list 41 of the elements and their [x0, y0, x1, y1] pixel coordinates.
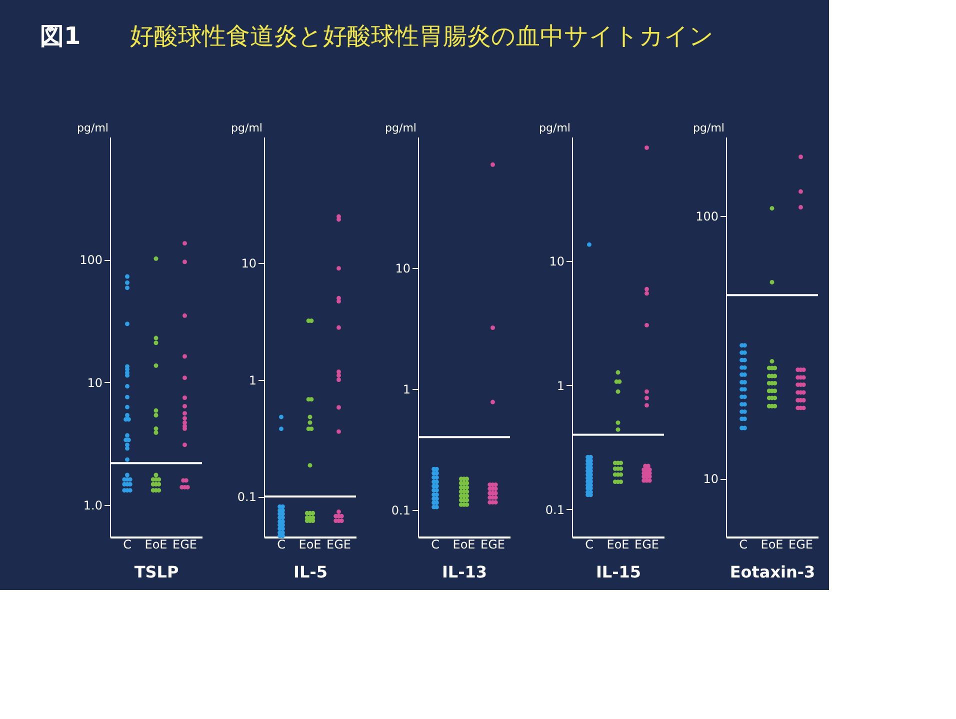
y-tick-label: 10 — [703, 472, 718, 486]
x-axis-title: TSLP — [134, 562, 179, 582]
x-axis-title: IL-5 — [294, 562, 328, 582]
x-tick-label: EGE — [634, 538, 659, 552]
x-tick-label: EoE — [298, 538, 322, 552]
y-tick-label: 10 — [87, 376, 102, 390]
y-tick-label: 0.1 — [237, 490, 256, 504]
y-axis-title: pg/ml — [77, 122, 108, 134]
x-tick-label: EGE — [326, 538, 351, 552]
x-tick-label: EoE — [760, 538, 784, 552]
y-tick-label: 1 — [556, 378, 564, 393]
x-tick-label: C — [739, 538, 748, 552]
x-axis-title: IL-15 — [596, 562, 642, 582]
y-axis-title: pg/ml — [231, 122, 262, 134]
x-axis-title: Eotaxin-3 — [730, 562, 816, 582]
y-axis-title: pg/ml — [539, 122, 570, 134]
y-tick-label: 1 — [402, 382, 410, 396]
x-tick-label: C — [123, 538, 132, 552]
y-axis-title: pg/ml — [385, 122, 416, 134]
x-tick-label: EoE — [144, 538, 168, 552]
x-tick-label: C — [277, 538, 286, 552]
y-tick-label: 100 — [696, 210, 718, 224]
caption: 図1 — [40, 22, 81, 50]
y-axis-title: pg/ml — [693, 122, 724, 134]
y-tick-label: 100 — [80, 253, 102, 268]
y-tick-label: 1.0 — [83, 498, 102, 513]
x-tick-label: EoE — [452, 538, 476, 552]
y-tick-label: 10 — [395, 261, 410, 276]
x-axis-title: IL-13 — [442, 562, 488, 582]
y-tick-label: 0.1 — [391, 504, 410, 518]
y-tick-label: 0.1 — [545, 502, 564, 517]
x-tick-label: C — [585, 538, 594, 552]
y-tick-label: 10 — [241, 256, 256, 270]
y-tick-label: 10 — [549, 254, 564, 269]
x-tick-label: EGE — [172, 538, 197, 552]
x-tick-label: EGE — [788, 538, 813, 552]
x-tick-label: EGE — [480, 538, 505, 552]
x-tick-label: EoE — [606, 538, 630, 552]
text: 好酸球性食道炎と好酸球性胃腸炎の血中サイトカイン — [130, 22, 714, 50]
x-tick-label: C — [431, 538, 440, 552]
y-tick-label: 1 — [248, 373, 256, 388]
